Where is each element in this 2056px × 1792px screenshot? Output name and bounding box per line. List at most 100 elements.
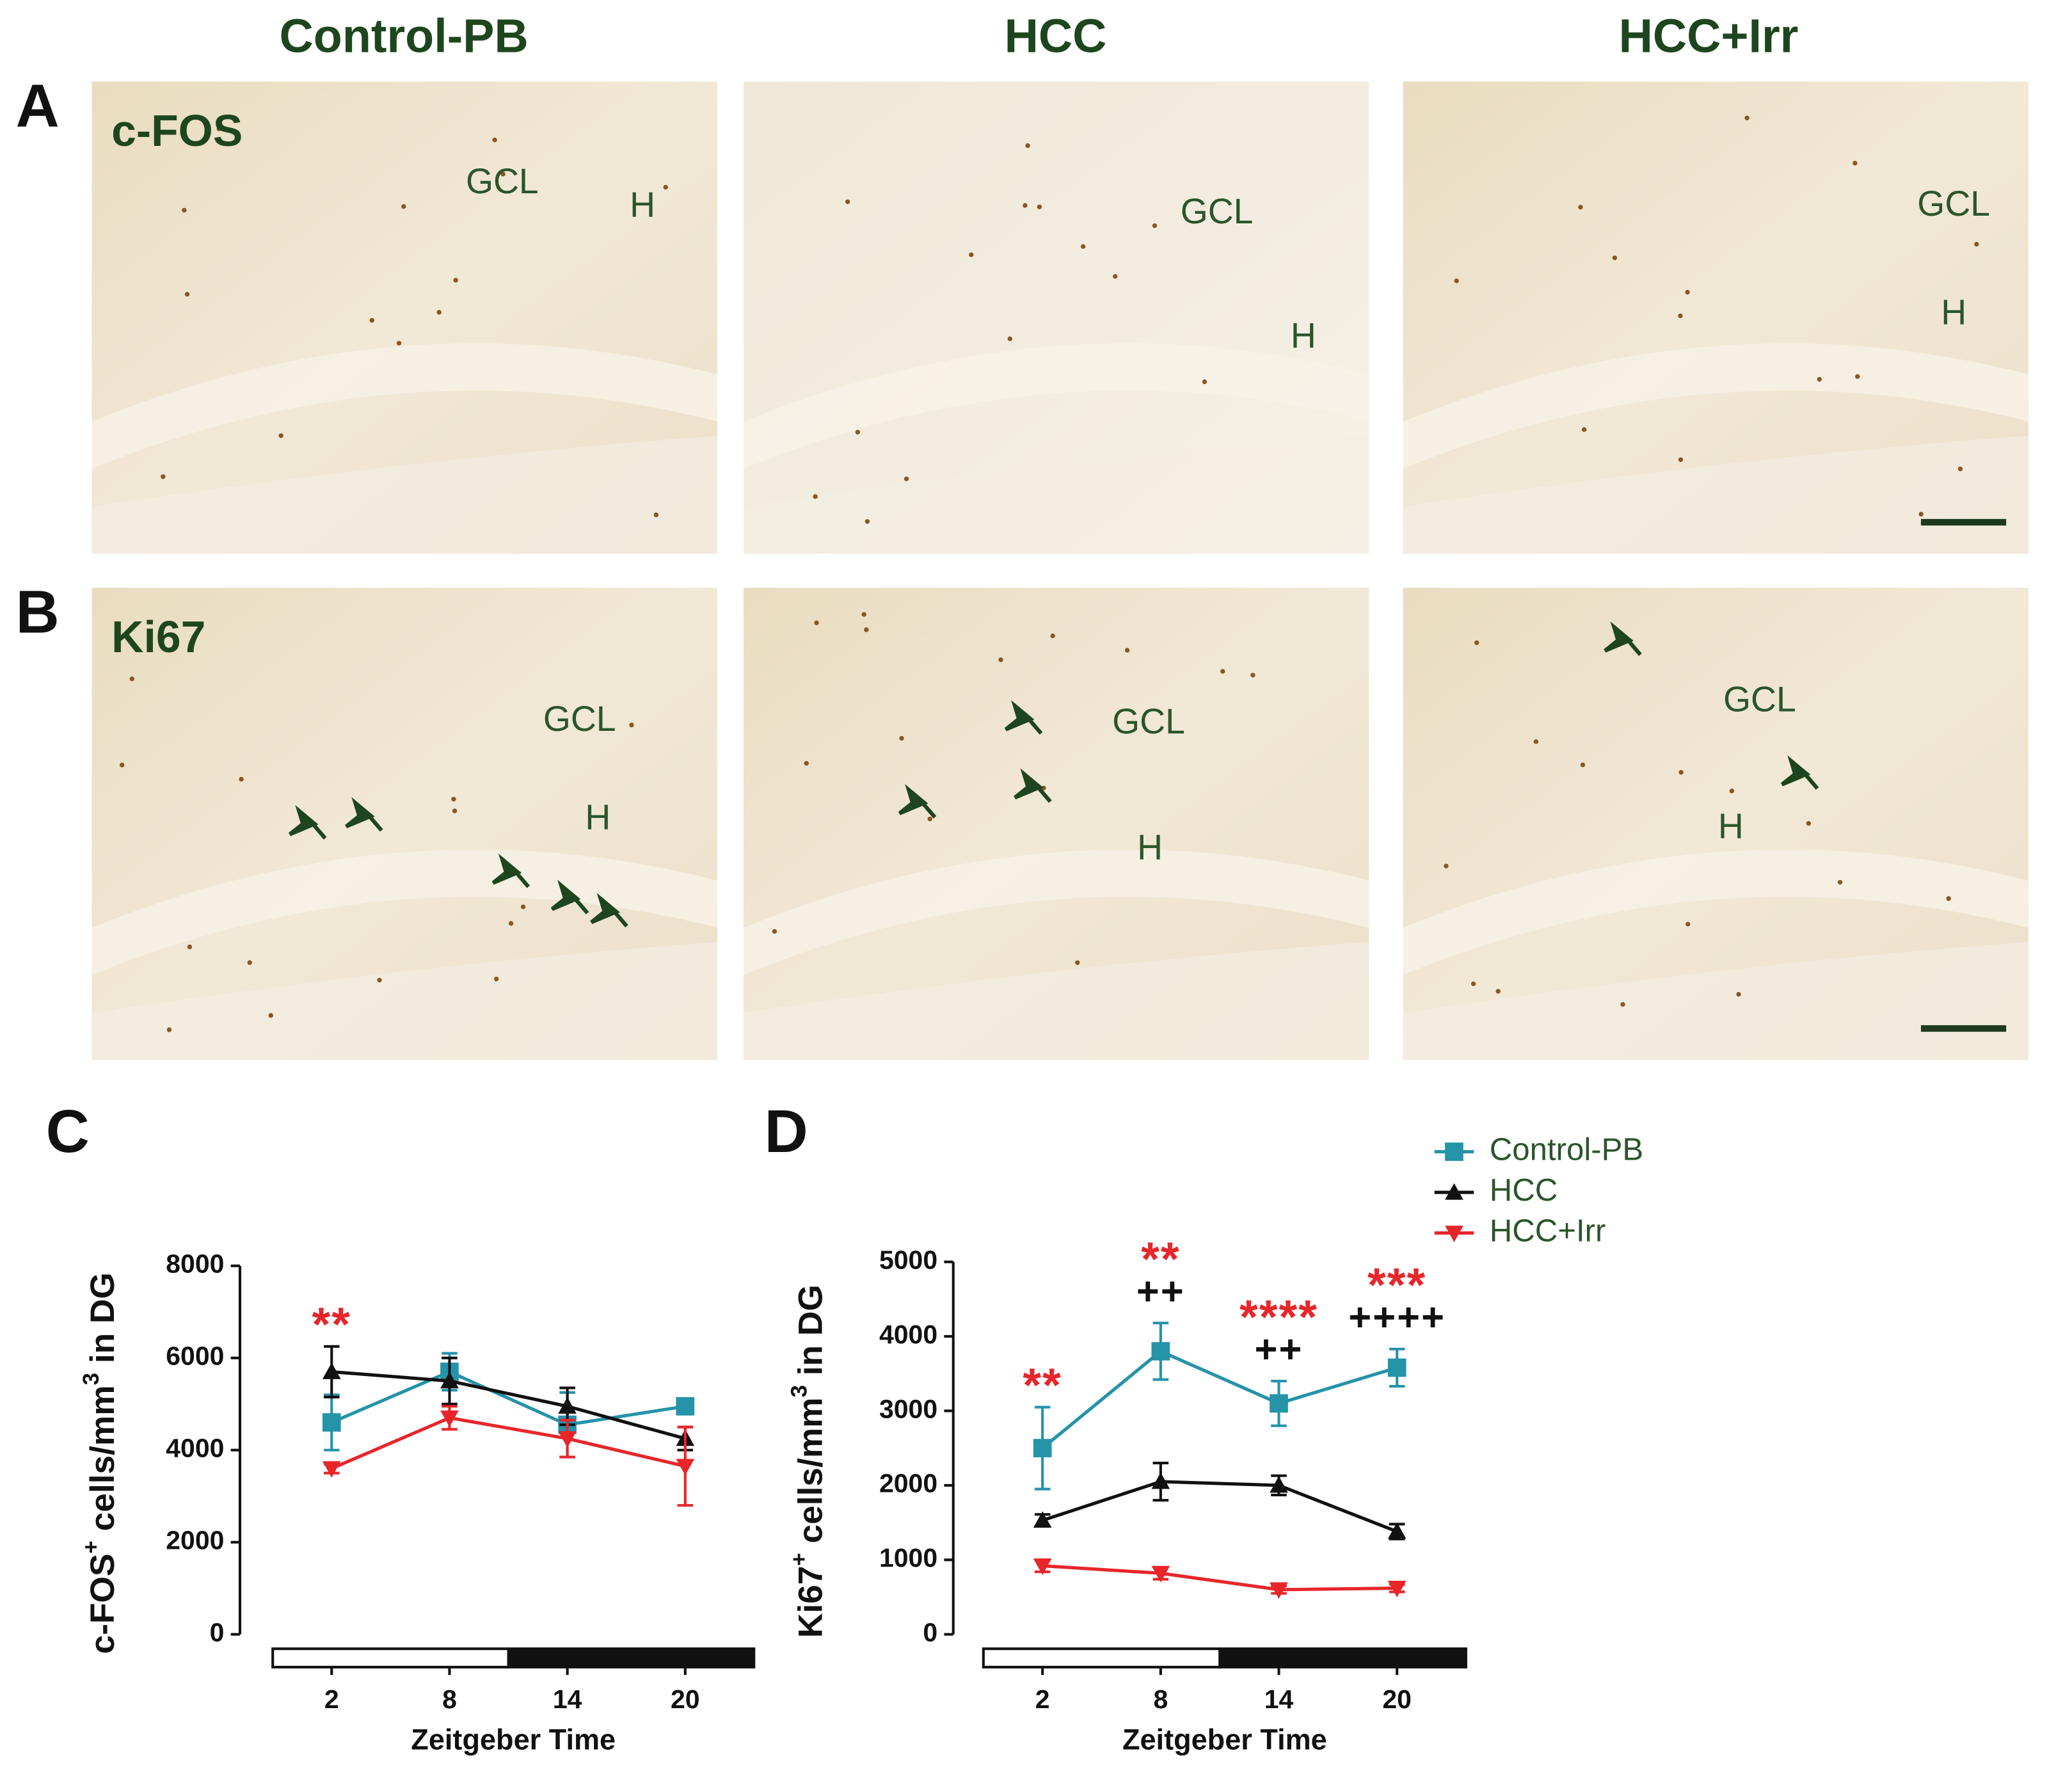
- series-line: [331, 1416, 686, 1470]
- significance-mark: ++: [1255, 1327, 1303, 1372]
- cell-dot: [813, 494, 818, 499]
- marker: [1151, 1342, 1170, 1361]
- cell-dot: [1250, 673, 1255, 678]
- cell-dot: [1202, 379, 1207, 385]
- marker: [1151, 1565, 1170, 1583]
- cell-dot: [927, 816, 932, 822]
- arrow: [491, 853, 530, 888]
- cell-dot: [377, 977, 382, 983]
- column-header: HCC+Irr: [1619, 9, 1799, 62]
- marker: [676, 1459, 695, 1476]
- legend-label: HCC: [1490, 1172, 1558, 1208]
- y-axis-title-part: in DG: [84, 1272, 122, 1373]
- y-tick-label: 2000: [166, 1526, 224, 1555]
- cell-dot: [1678, 457, 1684, 462]
- marker: [1151, 1472, 1170, 1489]
- arrow: [590, 893, 628, 928]
- region-label: H: [585, 797, 610, 837]
- cell-dot: [401, 204, 406, 209]
- cell-dot: [864, 627, 869, 632]
- x-axis-title: Zeitgeber Time: [1122, 1724, 1327, 1756]
- marker: [322, 1363, 341, 1379]
- y-axis-title-part: in DG: [792, 1284, 830, 1385]
- granule-band: [1403, 849, 2028, 975]
- region-label: H: [1137, 828, 1163, 867]
- panel-letter: A: [16, 72, 60, 139]
- region-label: H: [1941, 292, 1966, 332]
- x-tick-label: 8: [442, 1684, 457, 1714]
- cell-dot: [1853, 161, 1858, 166]
- cell-dot: [904, 476, 909, 481]
- column-header: Control-PB: [280, 9, 529, 62]
- tissue-edge: [92, 435, 717, 554]
- cell-dot: [369, 317, 374, 323]
- cell-dot: [1454, 278, 1459, 284]
- cell-dot: [1075, 960, 1080, 965]
- cell-dot: [436, 310, 442, 315]
- granule-band: [92, 343, 717, 469]
- significance-mark: **: [1023, 1358, 1062, 1411]
- region-label: GCL: [1917, 184, 1990, 223]
- cell-dot: [629, 723, 634, 728]
- region-label: GCL: [543, 699, 616, 739]
- cell-dot: [1729, 788, 1735, 794]
- marker: [1033, 1558, 1052, 1575]
- marker: [1270, 1394, 1288, 1413]
- y-axis-title-part: 3: [786, 1385, 811, 1397]
- panel-letter: C: [46, 1098, 90, 1165]
- x-tick-label: 20: [671, 1684, 700, 1714]
- cell-dot: [1444, 863, 1449, 868]
- cell-dot: [1946, 896, 1951, 901]
- region-label: H: [1291, 316, 1316, 356]
- legend-label: HCC+Irr: [1490, 1213, 1606, 1249]
- series-line: [331, 1370, 686, 1441]
- y-tick-label: 6000: [166, 1341, 224, 1371]
- series-line: [331, 1370, 686, 1427]
- y-tick-label: 8000: [166, 1249, 224, 1279]
- significance-mark: **: [1141, 1232, 1181, 1285]
- arrow: [1014, 768, 1052, 803]
- panel-letter: D: [765, 1098, 808, 1165]
- cell-dot: [453, 278, 458, 283]
- cell-dot: [855, 429, 861, 435]
- cell-dot: [239, 776, 244, 782]
- marker: [676, 1397, 695, 1416]
- cell-dot: [452, 808, 458, 813]
- y-tick-label: 4000: [166, 1434, 224, 1463]
- marker: [558, 1431, 577, 1448]
- cell-dot: [494, 976, 499, 982]
- cell-dot: [129, 676, 134, 682]
- cell-dot: [1113, 274, 1118, 279]
- granule-band: [743, 849, 1369, 975]
- cell-dot: [1124, 648, 1130, 653]
- marker: [1387, 1358, 1407, 1377]
- y-tick-label: 5000: [879, 1245, 937, 1275]
- cell-dot: [1474, 640, 1479, 645]
- cell-dot: [1817, 376, 1822, 382]
- marker: [1387, 1522, 1407, 1539]
- series-line: [1041, 1349, 1398, 1450]
- legend-label: Control-PB: [1490, 1132, 1643, 1167]
- y-tick-label: 2000: [879, 1469, 937, 1498]
- cell-dot: [216, 126, 221, 132]
- significance-mark: ++++: [1348, 1295, 1446, 1340]
- cell-dot: [1007, 336, 1012, 342]
- marker: [1445, 1183, 1463, 1200]
- cell-dot: [1495, 989, 1501, 994]
- marker: [1445, 1142, 1463, 1161]
- tissue-edge: [743, 941, 1369, 1060]
- cell-dot: [166, 1027, 172, 1032]
- cell-dot: [268, 1012, 273, 1018]
- cell-dot: [492, 138, 497, 143]
- light-phase: [271, 1647, 510, 1668]
- cell-dot: [998, 657, 1003, 662]
- y-axis-title-part: +: [79, 1540, 104, 1553]
- cell-dot: [1152, 223, 1158, 228]
- cell-dot: [1855, 374, 1860, 380]
- cell-dot: [1678, 770, 1684, 775]
- arrow: [345, 797, 383, 832]
- light-phase: [982, 1647, 1222, 1668]
- cell-dot: [1620, 1002, 1625, 1007]
- significance-mark: ++: [1136, 1269, 1185, 1313]
